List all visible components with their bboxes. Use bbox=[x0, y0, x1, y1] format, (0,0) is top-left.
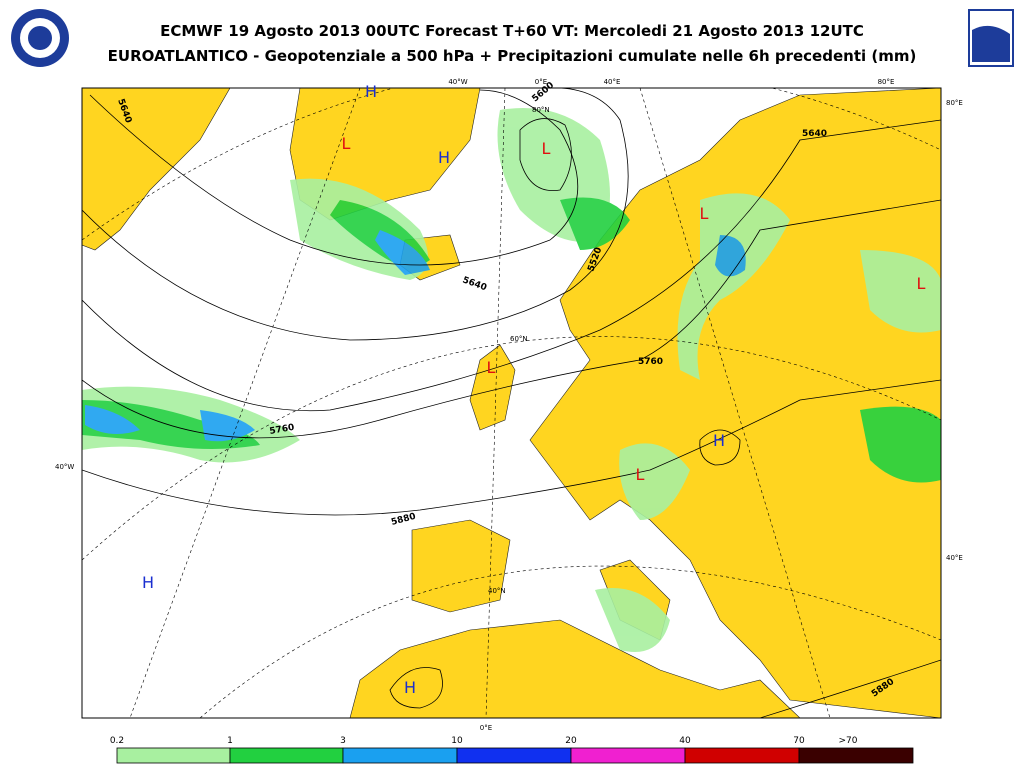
contour-label: 5760 bbox=[269, 423, 295, 437]
legend-swatch bbox=[229, 747, 344, 764]
legend-label: >70 bbox=[839, 736, 858, 746]
legend-label: 20 bbox=[565, 736, 577, 746]
legend-label: 0.2 bbox=[110, 736, 124, 746]
graticule-label: 40°E bbox=[604, 78, 621, 86]
contour-label: 5760 bbox=[638, 357, 663, 367]
graticule-label: 40°N bbox=[488, 587, 506, 595]
legend-swatch bbox=[342, 747, 458, 764]
graticule-label: 80°N bbox=[532, 106, 550, 114]
pressure-center: L bbox=[917, 274, 926, 293]
legend-swatch bbox=[570, 747, 686, 764]
legend-label: 10 bbox=[451, 736, 463, 746]
legend bbox=[116, 747, 914, 764]
title: ECMWF 19 Agosto 2013 00UTC Forecast T+60… bbox=[160, 22, 864, 40]
graticule-label: 80°E bbox=[946, 99, 963, 107]
graticule-label: 0°E bbox=[480, 724, 492, 732]
subtitle: EUROATLANTICO - Geopotenziale a 500 hPa … bbox=[108, 47, 917, 65]
pressure-center: L bbox=[542, 139, 551, 158]
pressure-center: H bbox=[438, 148, 450, 167]
legend-swatch bbox=[684, 747, 800, 764]
pressure-center: L bbox=[636, 465, 645, 484]
map bbox=[82, 88, 941, 718]
graticule-label: 0°E bbox=[535, 78, 547, 86]
pressure-center: H bbox=[713, 431, 725, 450]
legend-label: 40 bbox=[679, 736, 691, 746]
graticule-label: 80°E bbox=[878, 78, 895, 86]
legend-label: 1 bbox=[227, 736, 233, 746]
legend-swatch bbox=[798, 747, 914, 764]
legend-swatch bbox=[456, 747, 572, 764]
legend-label: 3 bbox=[340, 736, 346, 746]
graticule-label: 40°E bbox=[946, 554, 963, 562]
pressure-center: L bbox=[342, 134, 351, 153]
pressure-center: L bbox=[487, 358, 496, 377]
legend-swatch bbox=[116, 747, 231, 764]
logo-left bbox=[11, 9, 69, 67]
pressure-center: H bbox=[142, 573, 154, 592]
graticule-label: 40°W bbox=[448, 78, 467, 86]
map-frame bbox=[81, 87, 942, 719]
legend-label: 70 bbox=[793, 736, 805, 746]
graticule-label: 60°N bbox=[510, 335, 528, 343]
pressure-center: H bbox=[404, 678, 416, 697]
contour-label: 5640 bbox=[802, 129, 827, 139]
graticule-label: 40°W bbox=[55, 463, 74, 471]
pressure-center: L bbox=[700, 204, 709, 223]
logo-right bbox=[968, 9, 1014, 67]
pressure-center: H bbox=[365, 82, 377, 101]
